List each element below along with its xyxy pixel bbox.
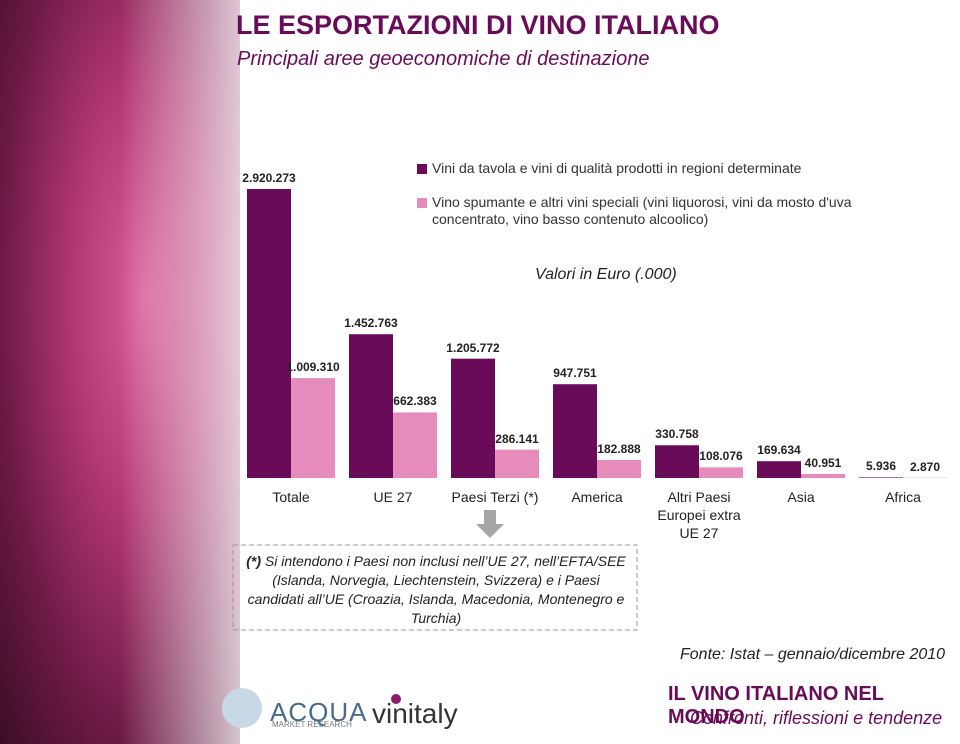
bar (757, 461, 801, 478)
category-label: Africa (885, 489, 921, 505)
category-label: Totale (272, 489, 310, 505)
category-label: Paesi Terzi (*) (451, 489, 539, 505)
value-label: 182.888 (597, 441, 641, 456)
value-label: 330.758 (655, 427, 699, 442)
category-label: UE 27 (373, 489, 413, 505)
bar (495, 449, 539, 478)
legend-swatch (417, 164, 427, 174)
note: (*) Si intendono i Paesi non inclusi nel… (245, 552, 627, 628)
value-label: 1.205.772 (446, 340, 500, 355)
bar (655, 445, 699, 478)
footer-title: IL VINO ITALIANO NEL MONDO (668, 683, 884, 728)
note-text: Si intendono i Paesi non inclusi nell’UE… (247, 553, 626, 626)
logo-dot (391, 694, 401, 704)
logo-vinitaly: vinitaly (372, 698, 458, 729)
title: LE ESPORTAZIONI DI VINO ITALIANO (236, 10, 720, 40)
value-label: 2.870 (909, 459, 941, 474)
legend-label: Vini da tavola e vini di qualità prodott… (432, 160, 802, 176)
logo-mark (222, 688, 262, 728)
bar (247, 189, 291, 478)
logo-acqua: ACQUA (270, 697, 368, 727)
category-label: Asia (787, 489, 815, 505)
value-label: 662.383 (393, 394, 437, 409)
value-label: 947.751 (553, 366, 597, 381)
bar (393, 412, 437, 478)
legend-swatch (417, 198, 427, 208)
logo-acqua-sub: MARKET RESEARCH (272, 720, 352, 729)
bar (291, 378, 335, 478)
arrow (476, 510, 504, 538)
value-label: 5.936 (865, 459, 897, 474)
value-label: 2.920.273 (242, 171, 296, 185)
value-label: 1.009.310 (286, 360, 340, 375)
bar (801, 473, 845, 478)
category-label: Altri Paesi Europei extra UE 27 (657, 489, 741, 541)
value-label: 286.141 (495, 431, 539, 446)
bar (859, 477, 903, 478)
bar (451, 358, 495, 478)
note-box (232, 544, 638, 631)
source: Fonte: Istat – gennaio/dicembre 2010 (680, 646, 946, 663)
bar (553, 384, 597, 478)
value-label: 1.452.763 (344, 316, 398, 331)
value-label: 108.076 (699, 449, 743, 464)
value-label: 169.634 (757, 443, 801, 458)
footer-subtitle: Confronti, riflessioni e tendenze (690, 708, 943, 728)
value-label: 40.951 (804, 455, 842, 470)
subtitle: Principali aree geoeconomiche di destina… (237, 48, 650, 70)
bar (699, 467, 743, 478)
note-marker: (*) (246, 553, 262, 569)
category-label: America (571, 489, 623, 505)
bar (597, 459, 641, 478)
bar (349, 334, 393, 478)
legend-label: Vino spumante e altri vini speciali (vin… (432, 194, 852, 227)
annotation: Valori in Euro (.000) (535, 266, 677, 283)
